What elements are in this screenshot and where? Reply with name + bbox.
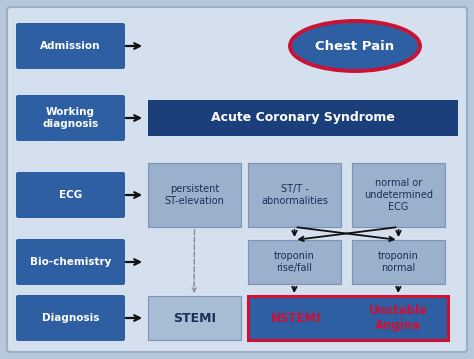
Text: Chest Pain: Chest Pain: [315, 39, 394, 52]
Text: Working
diagnosis: Working diagnosis: [42, 107, 99, 129]
FancyBboxPatch shape: [148, 100, 458, 136]
FancyBboxPatch shape: [16, 239, 125, 285]
FancyBboxPatch shape: [16, 172, 125, 218]
FancyBboxPatch shape: [16, 295, 125, 341]
Text: Acute Coronary Syndrome: Acute Coronary Syndrome: [211, 112, 395, 125]
FancyBboxPatch shape: [352, 240, 445, 284]
Text: Unstable
Angina: Unstable Angina: [368, 304, 428, 332]
Text: ECG: ECG: [59, 190, 82, 200]
Text: ST/T -
abnormalities: ST/T - abnormalities: [261, 184, 328, 206]
FancyBboxPatch shape: [148, 163, 241, 227]
FancyBboxPatch shape: [16, 23, 125, 69]
FancyBboxPatch shape: [248, 240, 341, 284]
FancyBboxPatch shape: [16, 95, 125, 141]
FancyBboxPatch shape: [248, 163, 341, 227]
Ellipse shape: [290, 21, 420, 71]
Text: troponin
normal: troponin normal: [378, 251, 419, 273]
Text: Bio-chemistry: Bio-chemistry: [30, 257, 111, 267]
Text: Admission: Admission: [40, 41, 101, 51]
Text: normal or
undetermined
ECG: normal or undetermined ECG: [364, 178, 433, 211]
FancyBboxPatch shape: [148, 296, 241, 340]
Text: NSTEMI: NSTEMI: [271, 312, 321, 325]
Text: persistent
ST-elevation: persistent ST-elevation: [164, 184, 224, 206]
Text: troponin
rise/fall: troponin rise/fall: [274, 251, 315, 273]
FancyBboxPatch shape: [7, 7, 467, 352]
Text: Diagnosis: Diagnosis: [42, 313, 99, 323]
FancyBboxPatch shape: [352, 163, 445, 227]
Text: STEMI: STEMI: [173, 312, 216, 325]
FancyBboxPatch shape: [248, 296, 448, 340]
